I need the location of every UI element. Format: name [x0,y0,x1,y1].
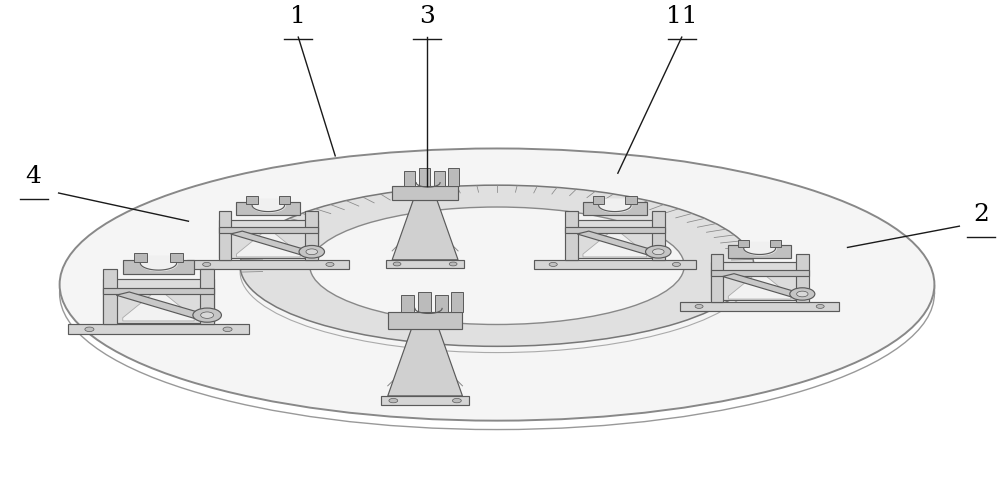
FancyBboxPatch shape [434,171,445,186]
FancyBboxPatch shape [219,211,231,260]
FancyBboxPatch shape [419,168,430,186]
FancyBboxPatch shape [534,260,696,269]
Ellipse shape [60,148,934,421]
FancyBboxPatch shape [134,253,147,262]
Circle shape [201,312,214,318]
Circle shape [790,288,815,300]
FancyBboxPatch shape [448,168,459,186]
FancyBboxPatch shape [711,254,723,302]
FancyBboxPatch shape [565,211,578,260]
FancyBboxPatch shape [404,171,415,186]
Text: 3: 3 [419,5,435,28]
FancyBboxPatch shape [418,292,431,312]
FancyBboxPatch shape [219,220,318,259]
Text: 11: 11 [666,5,697,28]
Polygon shape [728,271,791,299]
FancyBboxPatch shape [386,260,464,268]
FancyBboxPatch shape [123,260,194,274]
FancyBboxPatch shape [103,279,214,322]
FancyBboxPatch shape [279,196,290,204]
Circle shape [389,398,398,403]
FancyBboxPatch shape [170,253,183,262]
Text: 4: 4 [26,165,42,188]
Circle shape [797,291,808,297]
Circle shape [695,304,703,308]
Polygon shape [231,231,306,255]
FancyBboxPatch shape [583,202,647,215]
Circle shape [393,262,401,266]
FancyBboxPatch shape [187,260,349,269]
Circle shape [85,327,94,331]
Polygon shape [236,228,300,257]
Polygon shape [388,328,462,396]
FancyBboxPatch shape [711,263,808,300]
FancyBboxPatch shape [68,324,249,334]
Circle shape [223,327,232,331]
Circle shape [306,249,318,255]
FancyBboxPatch shape [625,196,637,204]
FancyBboxPatch shape [728,245,791,258]
Circle shape [816,304,824,308]
FancyBboxPatch shape [401,295,414,312]
FancyBboxPatch shape [738,239,749,247]
FancyBboxPatch shape [565,227,665,233]
FancyBboxPatch shape [392,186,458,200]
Circle shape [299,245,325,258]
Circle shape [449,262,457,266]
FancyBboxPatch shape [200,270,214,324]
Polygon shape [123,289,194,321]
FancyBboxPatch shape [246,196,258,204]
FancyBboxPatch shape [219,227,318,233]
Polygon shape [392,200,458,260]
Circle shape [672,263,681,267]
FancyBboxPatch shape [305,211,318,260]
Polygon shape [116,292,201,318]
Ellipse shape [310,207,684,324]
Circle shape [652,249,664,255]
FancyBboxPatch shape [593,196,604,204]
Text: 1: 1 [290,5,306,28]
FancyBboxPatch shape [652,211,665,260]
Polygon shape [577,231,652,255]
Polygon shape [723,274,797,297]
Circle shape [452,398,461,403]
FancyBboxPatch shape [388,312,462,328]
Circle shape [646,245,671,258]
Polygon shape [583,228,647,257]
FancyBboxPatch shape [711,270,809,276]
FancyBboxPatch shape [770,239,781,247]
FancyBboxPatch shape [680,302,839,311]
FancyBboxPatch shape [103,270,117,324]
FancyBboxPatch shape [451,292,463,312]
Circle shape [326,263,334,267]
FancyBboxPatch shape [435,295,448,312]
Text: 2: 2 [973,203,989,226]
FancyBboxPatch shape [796,254,809,302]
FancyBboxPatch shape [566,220,664,259]
Ellipse shape [240,185,754,347]
FancyBboxPatch shape [103,288,214,294]
FancyBboxPatch shape [236,202,300,215]
FancyBboxPatch shape [381,396,469,405]
Circle shape [203,263,211,267]
Circle shape [549,263,557,267]
Circle shape [193,308,221,322]
